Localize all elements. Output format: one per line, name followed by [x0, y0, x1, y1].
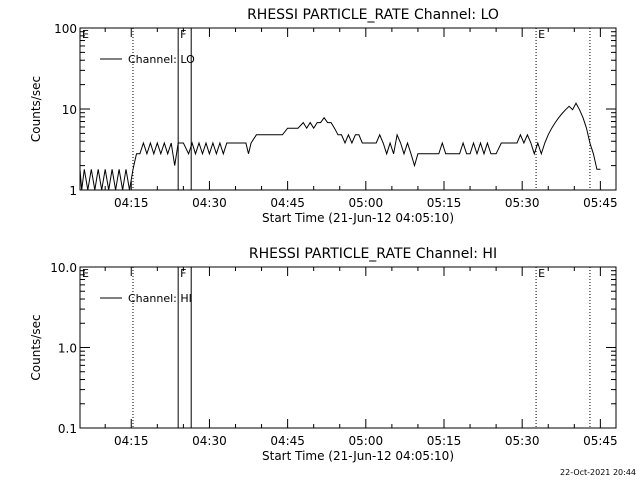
series-line [80, 102, 601, 190]
y-tick-label: 10.0 [50, 261, 77, 275]
x-tick-label: 05:00 [349, 196, 384, 210]
panel-lo: RHESSI PARTICLE_RATE Channel: LO Counts/s… [29, 7, 618, 225]
event-marker-label: E [82, 28, 89, 41]
legend-label: Channel: LO [128, 53, 195, 66]
x-tick-label: 05:15 [427, 434, 462, 448]
x-tick-label: 04:45 [270, 434, 305, 448]
y-axis-label: Counts/sec [29, 314, 43, 380]
panel-hi: RHESSI PARTICLE_RATE Channel: HI Counts/s… [29, 246, 618, 463]
y-tick-label: 1 [69, 184, 77, 198]
timestamp-footer: 22-Oct-2021 20:44 [560, 468, 636, 477]
x-tick-label: 05:15 [427, 196, 462, 210]
legend-label: Channel: HI [128, 292, 192, 305]
x-tick-label: 05:00 [349, 434, 384, 448]
x-tick-label: 04:45 [270, 196, 305, 210]
y-tick-label: 0.1 [58, 422, 77, 436]
chart-title: RHESSI PARTICLE_RATE Channel: HI [249, 246, 497, 262]
event-marker-label: F [180, 267, 186, 280]
event-marker-label: F [180, 28, 186, 41]
y-tick-label: 10 [62, 103, 77, 117]
event-marker-label: E [538, 28, 545, 41]
y-axis-label: Counts/sec [29, 76, 43, 142]
x-tick-label: 05:30 [505, 196, 540, 210]
x-tick-label: 04:30 [192, 434, 227, 448]
x-tick-label: 05:45 [583, 434, 618, 448]
x-axis-label: Start Time (21-Jun-12 04:05:10) [262, 449, 454, 463]
x-tick-label: 04:30 [192, 196, 227, 210]
chart-title: RHESSI PARTICLE_RATE Channel: LO [247, 7, 499, 23]
x-tick-label: 04:15 [114, 434, 149, 448]
y-tick-label: 1.0 [58, 342, 77, 356]
event-marker-label: E [538, 267, 545, 280]
event-marker-label: E [82, 267, 89, 280]
x-tick-label: 05:30 [505, 434, 540, 448]
x-tick-label: 05:45 [583, 196, 618, 210]
x-tick-label: 04:15 [114, 196, 149, 210]
x-axis-label: Start Time (21-Jun-12 04:05:10) [262, 211, 454, 225]
y-tick-label: 100 [54, 22, 77, 36]
